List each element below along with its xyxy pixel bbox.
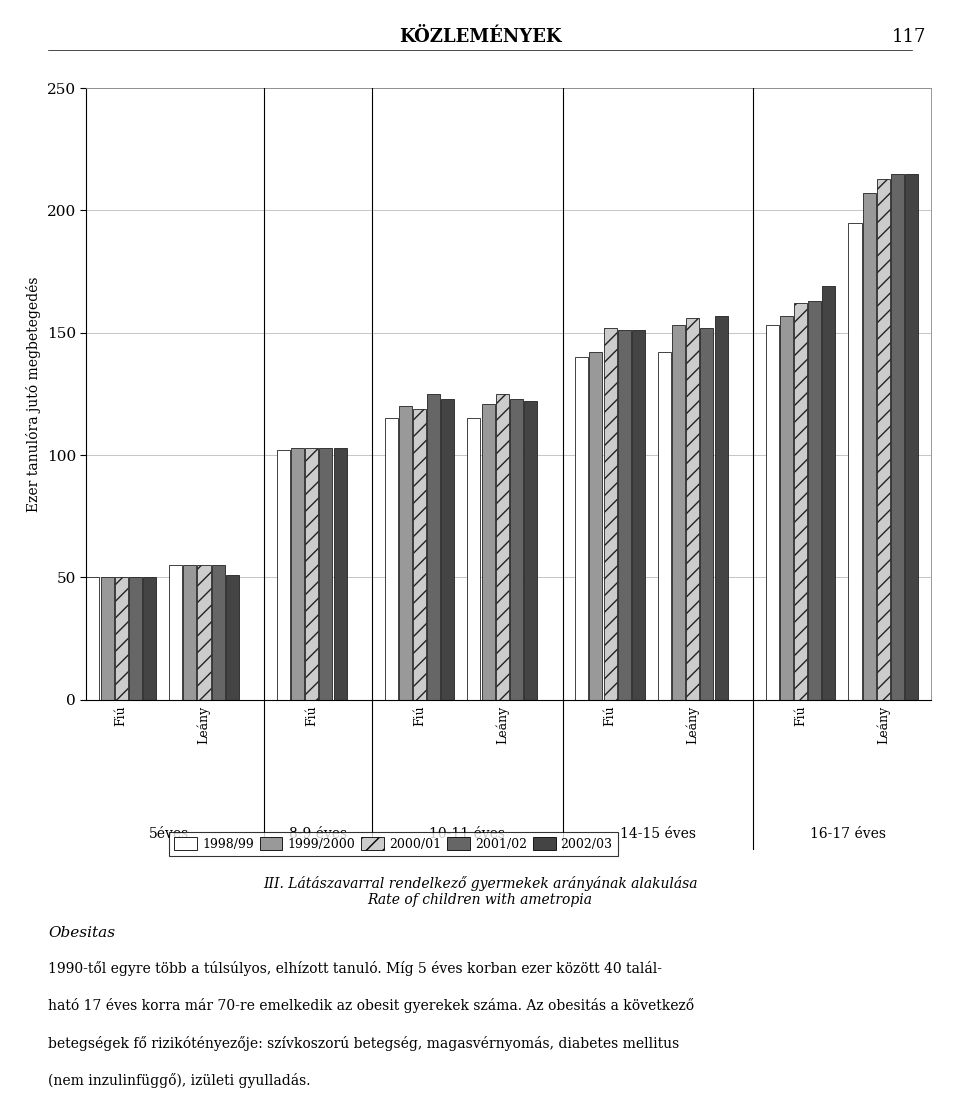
Bar: [714, 315, 728, 700]
Text: Rate of children with ametropia: Rate of children with ametropia: [368, 893, 592, 907]
Bar: [524, 401, 537, 700]
Bar: [905, 174, 918, 700]
Bar: [632, 331, 645, 700]
Text: 10-11 éves: 10-11 éves: [429, 826, 505, 841]
Bar: [589, 353, 603, 700]
Bar: [482, 403, 494, 700]
Text: 16-17 éves: 16-17 éves: [810, 826, 886, 841]
Bar: [427, 393, 441, 700]
Bar: [305, 447, 319, 700]
Text: 1990-től egyre több a túlsúlyos, elhízott tanuló. Míg 5 éves korban ezer között : 1990-től egyre több a túlsúlyos, elhízot…: [48, 961, 662, 976]
Text: betegségek fő rizikótényezője: szívkoszorú betegség, magasvérnyomás, diabetes me: betegségek fő rizikótényezője: szívkoszo…: [48, 1036, 680, 1051]
Text: Leány: Leány: [876, 705, 890, 744]
Bar: [442, 399, 454, 700]
Text: Leány: Leány: [686, 705, 700, 744]
Bar: [658, 353, 671, 700]
Bar: [114, 577, 128, 700]
Bar: [808, 301, 821, 700]
Text: Fiú: Fiú: [794, 705, 807, 726]
Bar: [143, 577, 156, 700]
Bar: [575, 357, 588, 700]
Text: 8-9 éves: 8-9 éves: [289, 826, 348, 841]
Bar: [198, 565, 210, 700]
Text: 14-15 éves: 14-15 éves: [620, 826, 696, 841]
Text: KÖZLEMÉNYEK: KÖZLEMÉNYEK: [398, 28, 562, 45]
Text: (nem inzulinfüggő), izületi gyulladás.: (nem inzulinfüggő), izületi gyulladás.: [48, 1073, 310, 1089]
Text: Leány: Leány: [197, 705, 211, 744]
Bar: [672, 325, 685, 700]
Bar: [863, 193, 876, 700]
Bar: [398, 407, 412, 700]
Bar: [701, 328, 713, 700]
Text: III. Látászavarral rendelkező gyermekek arányának alakulása: III. Látászavarral rendelkező gyermekek …: [263, 876, 697, 892]
Bar: [495, 393, 509, 700]
Bar: [413, 409, 426, 700]
Bar: [780, 315, 793, 700]
Y-axis label: Ezer tanulóra jutó megbetegedés: Ezer tanulóra jutó megbetegedés: [26, 277, 41, 511]
Bar: [333, 447, 347, 700]
Bar: [686, 318, 699, 700]
Bar: [510, 399, 523, 700]
Bar: [766, 325, 779, 700]
Bar: [320, 447, 332, 700]
Text: Fiú: Fiú: [604, 705, 616, 726]
Text: 5éves: 5éves: [149, 826, 189, 841]
Bar: [129, 577, 142, 700]
Bar: [849, 223, 861, 700]
Bar: [226, 575, 239, 700]
Text: Fiú: Fiú: [115, 705, 128, 726]
Text: Fiú: Fiú: [305, 705, 319, 726]
Bar: [617, 331, 631, 700]
Bar: [183, 565, 197, 700]
Bar: [794, 303, 807, 700]
Text: Leány: Leány: [495, 705, 509, 744]
Legend: 1998/99, 1999/2000, 2000/01, 2001/02, 2002/03: 1998/99, 1999/2000, 2000/01, 2001/02, 20…: [170, 832, 617, 855]
Bar: [823, 287, 835, 700]
Bar: [891, 174, 904, 700]
Text: Obesitas: Obesitas: [48, 926, 115, 940]
Bar: [876, 179, 890, 700]
Bar: [385, 419, 397, 700]
Text: ható 17 éves korra már 70-re emelkedik az obesit gyerekek száma. Az obesitás a k: ható 17 éves korra már 70-re emelkedik a…: [48, 998, 694, 1014]
Bar: [276, 451, 290, 700]
Bar: [211, 565, 225, 700]
Bar: [101, 577, 113, 700]
Text: 117: 117: [892, 28, 926, 45]
Bar: [604, 328, 616, 700]
Text: Fiú: Fiú: [413, 705, 426, 726]
Bar: [291, 447, 304, 700]
Bar: [169, 565, 182, 700]
Bar: [468, 419, 481, 700]
Bar: [86, 577, 100, 700]
